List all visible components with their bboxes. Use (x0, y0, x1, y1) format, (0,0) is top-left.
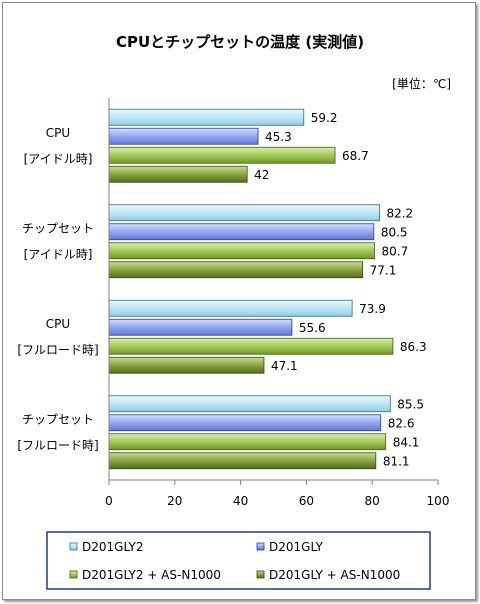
legend-swatch-3 (256, 570, 265, 579)
data-label-3-0: 85.5 (397, 397, 424, 411)
bar-1-0 (108, 204, 380, 222)
data-labels-group: 59.2 45.3 68.7 42 82.2 80.5 80.7 77.1 73.9 55.6 86… (254, 111, 426, 469)
bar-1-1 (108, 223, 375, 241)
bar-3-0 (108, 395, 391, 413)
bar-2-0 (108, 299, 353, 317)
bar-3-1 (108, 414, 382, 432)
x-axis-ticks: 0 20 40 60 80 100 (105, 480, 449, 508)
unit-label: [単位：℃] (392, 76, 451, 91)
bars-group (108, 108, 394, 470)
data-label-0-0: 59.2 (311, 111, 338, 125)
data-label-3-2: 84.1 (393, 435, 420, 449)
data-label-1-1: 80.5 (381, 225, 408, 239)
bar-0-1 (108, 127, 259, 145)
bar-0-0 (108, 108, 305, 126)
legend-swatch-2 (69, 570, 78, 579)
legend: D201GLY2 D201GLY D201GLY2 + AS-N1000 D201GL… (69, 540, 400, 582)
bar-2-3 (108, 356, 265, 374)
data-label-0-1: 45.3 (265, 130, 292, 144)
legend-swatch-1 (256, 542, 265, 551)
category-label-0-0: CPU (46, 126, 70, 140)
legend-box (46, 531, 431, 590)
category-labels-group: CPU [アイドル時] チップセット [アイドル時] CPU [フルロード時] チップセット… (17, 126, 98, 453)
data-label-2-0: 73.9 (359, 302, 386, 316)
data-label-3-1: 82.6 (388, 416, 415, 430)
legend-label-0: D201GLY2 (82, 540, 144, 554)
category-label-0-1: [アイドル時] (24, 152, 93, 166)
bar-2-1 (108, 318, 293, 336)
legend-swatch-0 (69, 542, 78, 551)
x-tick-label-1: 20 (167, 494, 182, 508)
bar-3-2 (108, 433, 387, 451)
data-label-0-3: 42 (254, 168, 269, 182)
data-label-2-2: 86.3 (400, 340, 427, 354)
x-tick-label-0: 0 (105, 494, 113, 508)
category-label-3-1: [フルロード時] (17, 438, 98, 452)
category-label-1-0: チップセット (22, 221, 94, 235)
category-label-2-0: CPU (46, 317, 70, 331)
bar-0-3 (108, 165, 248, 183)
data-label-0-2: 68.7 (342, 149, 369, 163)
bar-1-3 (108, 261, 364, 279)
chart-title: CPUとチップセットの温度 (実測値) (116, 33, 364, 51)
bar-3-3 (108, 452, 377, 470)
bar-1-2 (108, 242, 375, 260)
data-label-2-1: 55.6 (299, 321, 326, 335)
legend-label-2: D201GLY2 + AS-N1000 (82, 568, 221, 582)
data-label-1-2: 80.7 (382, 244, 409, 258)
x-tick-label-3: 60 (299, 494, 314, 508)
data-label-1-3: 77.1 (370, 263, 397, 277)
bar-0-2 (108, 146, 336, 164)
legend-label-3: D201GLY + AS-N1000 (269, 568, 400, 582)
x-tick-label-5: 100 (427, 494, 450, 508)
data-label-2-3: 47.1 (271, 359, 298, 373)
x-tick-label-4: 80 (365, 494, 380, 508)
legend-label-1: D201GLY (269, 540, 324, 554)
category-label-2-1: [フルロード時] (17, 343, 98, 357)
category-label-3-0: チップセット (22, 412, 94, 426)
data-label-3-3: 81.1 (383, 454, 410, 468)
x-tick-label-2: 40 (233, 494, 248, 508)
category-label-1-1: [アイドル時] (24, 247, 93, 261)
data-label-1-0: 82.2 (386, 206, 413, 220)
bar-2-2 (108, 337, 394, 355)
